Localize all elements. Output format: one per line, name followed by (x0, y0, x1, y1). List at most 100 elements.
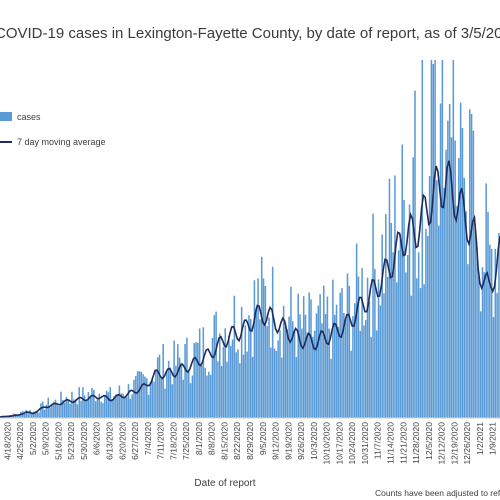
bar (250, 319, 252, 418)
bar (69, 403, 71, 418)
x-tick-label: 12/19/2020 (449, 422, 459, 465)
legend-cases-label: cases (17, 112, 41, 122)
bar (461, 128, 464, 419)
x-tick-label: 7/11/2020 (156, 422, 166, 459)
bar (324, 313, 327, 418)
bar (489, 244, 491, 418)
bar (496, 292, 498, 418)
bar (257, 278, 259, 418)
x-tick-label: 5/2/2020 (28, 422, 38, 455)
bar (78, 387, 81, 418)
bar (293, 331, 296, 418)
bar (127, 384, 130, 418)
bar (430, 59, 433, 418)
chart-title: COVID-19 cases in Lexington-Fayette Coun… (0, 25, 500, 42)
x-tick-label: 7/18/2020 (168, 422, 178, 460)
bar (182, 379, 185, 418)
bar (173, 340, 175, 418)
bar (38, 412, 40, 418)
bar (142, 374, 144, 418)
bar (357, 276, 360, 418)
x-tick-label: 4/25/2020 (15, 422, 25, 460)
bar (136, 371, 139, 418)
bar (437, 225, 440, 418)
bar (124, 397, 126, 418)
bar (87, 392, 90, 418)
bar (284, 322, 287, 418)
bar (428, 176, 431, 418)
bar (215, 311, 217, 418)
bar (330, 358, 332, 418)
bar (394, 175, 396, 418)
bar (386, 276, 389, 418)
bar (416, 278, 418, 418)
bar (27, 412, 29, 418)
bar (346, 273, 349, 418)
bar (423, 284, 425, 418)
bar (381, 234, 383, 418)
bar (209, 375, 212, 418)
bar (326, 296, 329, 418)
bar (366, 277, 369, 418)
bar (189, 383, 192, 418)
bar (459, 102, 462, 419)
bar (191, 375, 194, 418)
bar (100, 401, 102, 418)
x-tick-label: 5/23/2020 (66, 422, 76, 460)
bar (244, 325, 247, 418)
bar (122, 393, 124, 418)
bar (242, 354, 245, 418)
x-tick-label: 4/18/2020 (2, 422, 12, 460)
bar (105, 390, 108, 418)
bar (220, 366, 223, 418)
bar (279, 330, 281, 418)
bar (158, 354, 161, 418)
bar (233, 295, 236, 418)
bar (401, 144, 404, 418)
bar (58, 405, 60, 418)
bar (388, 178, 391, 418)
bar (419, 288, 422, 418)
bar (372, 213, 374, 418)
bar (43, 409, 46, 418)
bar (25, 410, 28, 418)
x-tick-label: 10/17/2020 (334, 422, 344, 465)
bar (31, 413, 33, 418)
legend: cases 7 day moving average (0, 112, 106, 147)
bar (348, 285, 351, 418)
bar (339, 292, 341, 418)
bar (359, 330, 362, 418)
bar (448, 103, 451, 419)
bar (370, 337, 372, 418)
bar (399, 234, 402, 418)
bar (468, 109, 471, 419)
bar (120, 393, 122, 418)
bar (138, 371, 141, 418)
bar (129, 398, 132, 418)
bar (352, 316, 354, 418)
bar (206, 375, 208, 418)
bar (213, 315, 216, 418)
bar (492, 317, 495, 418)
bar (186, 337, 188, 418)
bar (45, 404, 48, 418)
bar (275, 350, 278, 418)
bar (180, 362, 183, 418)
bar (479, 311, 482, 418)
bar (443, 188, 445, 418)
bar (354, 303, 356, 418)
bar (135, 375, 137, 418)
bar (297, 293, 299, 418)
bar (266, 326, 268, 418)
bar (310, 299, 312, 418)
bar (102, 403, 104, 418)
bar (328, 328, 331, 418)
bar (224, 328, 226, 418)
bar (204, 367, 206, 418)
bar (217, 361, 219, 418)
bar (82, 387, 84, 418)
bar (421, 59, 424, 418)
bar (270, 347, 272, 418)
bar (308, 292, 310, 418)
